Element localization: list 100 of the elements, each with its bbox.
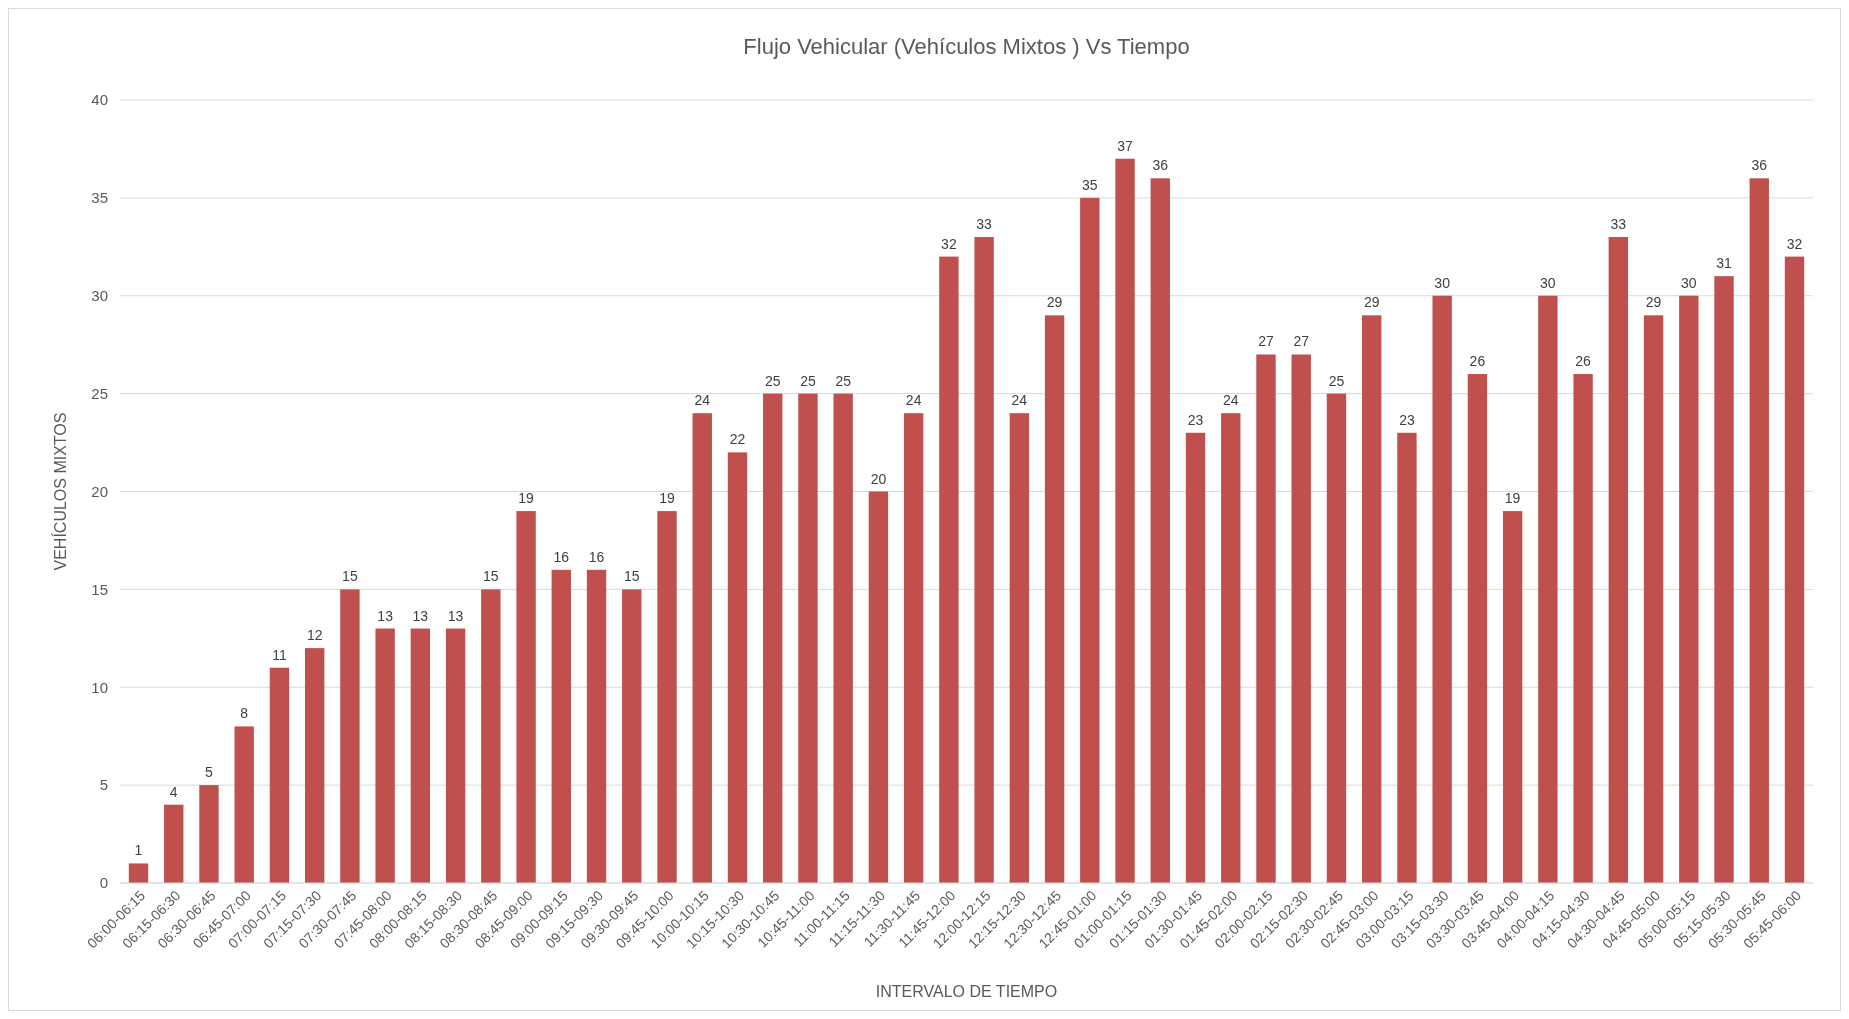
bar [1784,256,1805,883]
data-label: 27 [1258,333,1274,350]
bar [304,648,325,883]
data-label: 13 [447,607,464,624]
bar [551,569,571,883]
data-label: 20 [870,470,887,487]
x-axis-title: INTERVALO DE TIEMPO [875,983,1058,1000]
bar [410,628,431,883]
data-label: 36 [1152,157,1169,174]
bar [1362,315,1382,883]
bar [375,628,395,883]
data-label: 29 [1363,294,1380,311]
bar [1044,315,1065,883]
bar [868,491,889,883]
data-label: 25 [1328,372,1345,389]
data-label: 16 [588,548,605,565]
bar [128,863,149,883]
data-label: 26 [1575,353,1592,370]
data-label: 5 [205,764,214,781]
data-label: 19 [518,490,535,507]
y-tick-label: 35 [91,189,108,207]
chart-title: Flujo Vehicular (Vehículos Mixtos ) Vs Tiempo [743,34,1190,59]
bar [1538,295,1558,883]
data-label: 24 [905,392,922,409]
data-label: 36 [1751,157,1768,174]
y-tick-label: 25 [91,384,108,402]
data-label: 24 [1222,392,1239,409]
data-label: 11 [272,646,287,663]
data-label: 1 [134,842,143,859]
data-label: 13 [412,607,429,624]
data-label: 32 [1786,235,1803,252]
y-tick-label: 20 [91,482,108,500]
bar [1115,158,1135,883]
bar [939,256,959,883]
bar [1432,295,1452,883]
bar [657,511,677,883]
data-label: 25 [800,372,816,389]
bar [269,667,290,883]
bar [833,393,853,883]
bar [1150,178,1170,883]
y-tick-label: 5 [99,776,108,794]
data-label: 15 [623,568,640,585]
bar [1326,393,1347,883]
bar [340,589,360,883]
data-label: 15 [342,568,358,585]
bar [1608,237,1629,883]
data-label: 25 [835,372,852,389]
data-label: 30 [1540,274,1556,291]
y-tick-label: 0 [99,874,108,892]
data-label: 31 [1716,255,1733,272]
data-label: 23 [1399,411,1415,428]
data-label: 35 [1082,176,1098,193]
data-label: 4 [169,783,178,800]
data-label: 29 [1645,294,1662,311]
data-label: 24 [1011,392,1028,409]
y-tick-label: 15 [91,580,108,598]
data-label: 24 [694,392,711,409]
bar [445,628,466,883]
bar [1080,197,1100,883]
data-label: 23 [1187,411,1204,428]
bar [1221,413,1241,883]
bar [1643,315,1664,883]
data-label: 30 [1434,274,1451,291]
bar [234,726,254,883]
data-label: 33 [976,216,993,233]
data-label: 33 [1610,216,1627,233]
bar [199,785,219,883]
bar [798,393,818,883]
y-axis-title: VEHÍCULOS MIXTOS [51,412,69,571]
y-tick-label: 30 [91,287,108,304]
bar [1573,374,1593,883]
data-label: 13 [377,607,394,624]
bar [727,452,748,883]
bar [1397,432,1417,883]
bar [1714,276,1734,883]
bar [164,804,184,883]
bar [903,413,924,883]
data-label: 15 [483,568,499,585]
bar [481,589,501,883]
data-label: 25 [764,372,781,389]
bar [1256,354,1276,883]
data-label: 19 [1504,490,1521,507]
y-tick-label: 40 [91,91,108,109]
data-label: 32 [941,235,957,252]
bar [516,511,536,883]
data-label: 8 [240,705,249,722]
bar [1185,432,1206,883]
bar [622,589,642,883]
data-label: 37 [1117,137,1134,154]
data-label: 19 [659,490,676,507]
data-label: 30 [1681,274,1697,291]
bar [1291,354,1311,883]
bar [974,237,994,883]
bar [1679,295,1699,883]
data-label: 12 [306,627,323,644]
bar [1467,374,1488,883]
bar [692,413,712,883]
data-label: 27 [1293,333,1310,350]
bar [763,393,783,883]
data-label: 26 [1469,353,1486,370]
